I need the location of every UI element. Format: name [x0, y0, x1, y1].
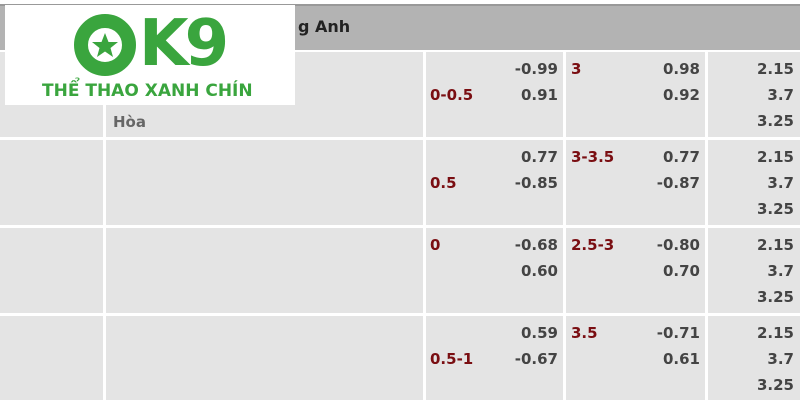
table-cell [426, 228, 563, 313]
over-under-odds[interactable]: 0.70 [662, 262, 700, 280]
1x2-odds[interactable]: 2.15 [756, 60, 794, 78]
table-cell [708, 228, 800, 313]
handicap-odds[interactable]: 0.91 [520, 86, 558, 104]
header-title: g Anh [298, 17, 351, 36]
over-under-odds[interactable]: -0.87 [656, 174, 700, 192]
table-cell [566, 228, 705, 313]
over-under-odds[interactable]: 0.61 [662, 350, 700, 368]
1x2-odds[interactable]: 3.25 [756, 112, 794, 130]
star-icon [74, 14, 136, 76]
1x2-odds[interactable]: 3.25 [756, 200, 794, 218]
table-cell [566, 52, 705, 137]
1x2-odds[interactable]: 2.15 [756, 236, 794, 254]
over-under-odds[interactable]: -0.71 [656, 324, 700, 342]
over-under-odds[interactable]: 0.92 [662, 86, 700, 104]
over-under-line: 3.5 [571, 324, 598, 342]
table-cell [426, 316, 563, 400]
handicap-line: 0.5-1 [430, 350, 474, 368]
handicap-odds[interactable]: 0.59 [520, 324, 558, 342]
handicap-line: 0.5 [430, 174, 457, 192]
over-under-odds[interactable]: -0.80 [656, 236, 700, 254]
table-cell [0, 316, 103, 400]
table-cell [0, 228, 103, 313]
1x2-odds[interactable]: 3.7 [767, 350, 794, 368]
table-cell [0, 140, 103, 225]
over-under-odds[interactable]: 0.77 [662, 148, 700, 166]
handicap-odds[interactable]: -0.85 [514, 174, 558, 192]
handicap-odds[interactable]: 0.60 [520, 262, 558, 280]
over-under-line: 2.5-3 [571, 236, 615, 254]
table-cell [708, 140, 800, 225]
table-cell [708, 52, 800, 137]
handicap-odds[interactable]: -0.68 [514, 236, 558, 254]
over-under-line: 3 [571, 60, 582, 78]
draw-label: Hòa [113, 113, 146, 131]
handicap-odds[interactable]: 0.77 [520, 148, 558, 166]
logo-tagline: THỂ THAO XANH CHÍN [42, 81, 253, 101]
handicap-line: 0 [430, 236, 441, 254]
table-cell [708, 316, 800, 400]
1x2-odds[interactable]: 2.15 [756, 324, 794, 342]
1x2-odds[interactable]: 3.7 [767, 174, 794, 192]
1x2-odds[interactable]: 2.15 [756, 148, 794, 166]
over-under-odds[interactable]: 0.98 [662, 60, 700, 78]
table-cell [566, 140, 705, 225]
table-cell [426, 140, 563, 225]
logo: K9 THỂ THAO XANH CHÍN [5, 5, 295, 105]
handicap-odds[interactable]: -0.99 [514, 60, 558, 78]
table-cell [566, 316, 705, 400]
table-cell [106, 228, 423, 313]
table-cell [426, 52, 563, 137]
table-cell [106, 316, 423, 400]
1x2-odds[interactable]: 3.7 [767, 86, 794, 104]
over-under-line: 3-3.5 [571, 148, 615, 166]
1x2-odds[interactable]: 3.7 [767, 262, 794, 280]
handicap-odds[interactable]: -0.67 [514, 350, 558, 368]
1x2-odds[interactable]: 3.25 [756, 376, 794, 394]
1x2-odds[interactable]: 3.25 [756, 288, 794, 306]
handicap-line: 0-0.5 [430, 86, 474, 104]
table-cell [106, 140, 423, 225]
